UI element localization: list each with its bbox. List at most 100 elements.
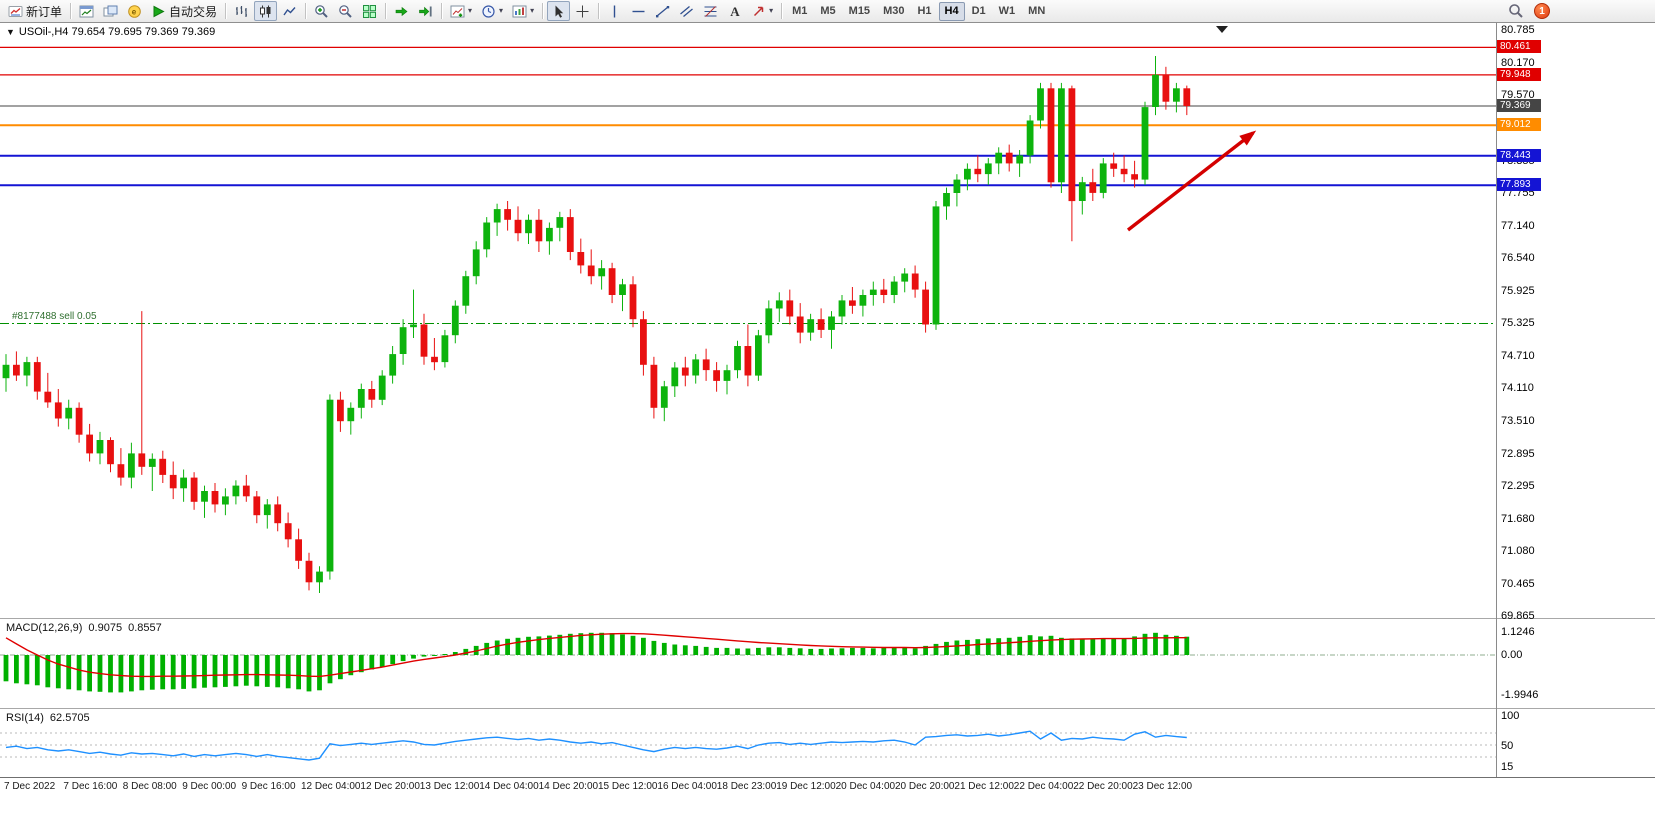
candlestick-chart-button[interactable] — [254, 1, 278, 21]
zoom-out-button[interactable] — [334, 1, 357, 21]
price-axis-border — [1496, 23, 1497, 777]
crosshair-icon — [575, 4, 590, 19]
timeframe-w1-button[interactable]: W1 — [993, 2, 1022, 21]
profiles-button[interactable] — [99, 1, 122, 21]
arrows-tool-button[interactable]: ▾ — [747, 1, 777, 21]
arrows-tool-icon — [751, 4, 766, 19]
channel-icon — [679, 4, 694, 19]
periods-clock-icon — [481, 4, 496, 19]
annotation-arrow[interactable] — [1126, 131, 1255, 232]
annotation-arrow-head — [1239, 130, 1257, 146]
trendline-tool-button[interactable] — [651, 1, 674, 21]
axis-tick-label: 79.570 — [1501, 89, 1535, 102]
crosshair-button[interactable] — [571, 1, 594, 21]
time-axis-label: 20 Dec 20:00 — [895, 781, 955, 792]
zoom-in-button[interactable] — [310, 1, 333, 21]
symbol-ohlc-text: USOil-,H4 79.654 79.695 79.369 79.369 — [18, 26, 216, 38]
autotrading-label: 自动交易 — [169, 4, 218, 19]
toolbar: 新订单 e 自动交易 ▾ — [0, 0, 1655, 23]
bar-chart-button[interactable] — [230, 1, 253, 21]
time-axis-label: 21 Dec 12:00 — [954, 781, 1014, 792]
text-tool-icon: A — [727, 4, 742, 19]
axis-tick-label: 78.355 — [1501, 154, 1535, 167]
axis-tick-label: 75.325 — [1501, 317, 1535, 330]
timeframe-m5-button[interactable]: M5 — [814, 2, 841, 21]
svg-text:e: e — [132, 7, 137, 16]
metaeditor-button[interactable]: e — [123, 1, 146, 21]
vertical-line-tool-button[interactable] — [603, 1, 626, 21]
timeframe-h1-button[interactable]: H1 — [911, 2, 937, 21]
templates-button[interactable]: ▾ — [508, 1, 538, 21]
axis-tick-label: 77.755 — [1501, 186, 1535, 199]
line-chart-button[interactable] — [278, 1, 301, 21]
dropdown-caret: ▾ — [468, 6, 473, 15]
new-chart-button[interactable] — [75, 1, 98, 21]
time-axis[interactable]: 7 Dec 2022 7 Dec 16:00 8 Dec 08:00 9 Dec 00… — [0, 778, 1655, 796]
axis-tick-label: 70.465 — [1501, 578, 1535, 591]
axis-tick-label: 15 — [1501, 761, 1514, 773]
price-level-badge: 79.012 — [1497, 118, 1541, 132]
autotrading-play-icon — [151, 4, 166, 19]
dropdown-caret: ▾ — [499, 6, 504, 15]
fibonacci-icon — [703, 4, 718, 19]
channel-tool-button[interactable] — [675, 1, 698, 21]
axis-tick-label: 71.680 — [1501, 512, 1535, 525]
text-tool-button[interactable]: A — [723, 1, 746, 21]
autotrading-button[interactable]: 自动交易 — [147, 1, 221, 21]
rsi-name: RSI(14) — [6, 712, 44, 724]
search-icon[interactable] — [1508, 3, 1524, 19]
time-axis-label: 20 Dec 04:00 — [835, 781, 896, 792]
axis-tick-label: 78.955 — [1501, 122, 1535, 135]
auto-scroll-icon — [394, 4, 409, 19]
panel-splitter[interactable] — [0, 618, 1655, 619]
axis-tick-label: 73.510 — [1501, 414, 1535, 427]
macd-canvas[interactable] — [0, 620, 1496, 708]
macd-signal-value: 0.8557 — [128, 622, 162, 634]
tile-windows-icon — [362, 4, 377, 19]
panel-splitter[interactable] — [0, 708, 1655, 709]
axis-tick-label: 80.170 — [1501, 57, 1535, 69]
fibonacci-tool-button[interactable] — [699, 1, 722, 21]
timeframe-m15-button[interactable]: M15 — [843, 2, 876, 21]
rsi-canvas[interactable] — [0, 710, 1496, 777]
new-order-button[interactable]: 新订单 — [4, 1, 66, 21]
timeframe-h4-button[interactable]: H4 — [938, 1, 965, 21]
axis-tick-label: 72.895 — [1501, 447, 1535, 460]
indicators-button[interactable]: ▾ — [446, 1, 476, 21]
timeframe-m1-button[interactable]: M1 — [786, 2, 813, 21]
timeframe-mn-button[interactable]: MN — [1022, 2, 1051, 21]
toolbar-separator — [70, 3, 72, 19]
time-axis-label: 12 Dec 20:00 — [360, 781, 420, 792]
main-chart-canvas[interactable] — [0, 23, 1496, 617]
price-level-badge: 80.461 — [1497, 40, 1541, 54]
symbol-expand-icon[interactable]: ▼ — [6, 27, 15, 37]
svg-text:A: A — [730, 4, 740, 19]
horizontal-line-tool-button[interactable] — [627, 1, 650, 21]
candles — [2, 56, 1191, 593]
cursor-button[interactable] — [547, 1, 571, 21]
bar-chart-icon — [234, 4, 249, 19]
time-axis-label: 14 Dec 20:00 — [538, 781, 599, 792]
order-line-label: #8177488 sell 0.05 — [12, 310, 97, 322]
toolbar-separator — [385, 3, 387, 19]
auto-scroll-button[interactable] — [390, 1, 413, 21]
time-axis-label: 23 Dec 12:00 — [1132, 781, 1193, 792]
macd-signal-line — [5, 632, 1187, 678]
chart-shift-marker[interactable] — [1216, 26, 1228, 33]
periods-button[interactable]: ▾ — [477, 1, 507, 21]
axis-tick-label: 77.140 — [1501, 219, 1535, 232]
tile-windows-button[interactable] — [358, 1, 381, 21]
axis-tick-label: 71.080 — [1501, 545, 1535, 558]
rsi-line — [5, 730, 1187, 761]
time-axis-separator — [0, 777, 1655, 778]
price-level-badge: 78.443 — [1497, 148, 1541, 162]
timeframe-m30-button[interactable]: M30 — [877, 2, 910, 21]
chart-shift-button[interactable] — [414, 1, 437, 21]
new-order-label: 新订单 — [26, 4, 63, 19]
axis-tick-label: 74.110 — [1501, 382, 1534, 395]
notification-badge[interactable]: 1 — [1534, 3, 1550, 19]
chart-symbol-label: ▼ USOil-,H4 79.654 79.695 79.369 79.369 — [6, 26, 215, 38]
toolbar-separator — [598, 3, 600, 19]
timeframe-d1-button[interactable]: D1 — [966, 2, 992, 21]
dropdown-caret: ▾ — [530, 6, 535, 15]
